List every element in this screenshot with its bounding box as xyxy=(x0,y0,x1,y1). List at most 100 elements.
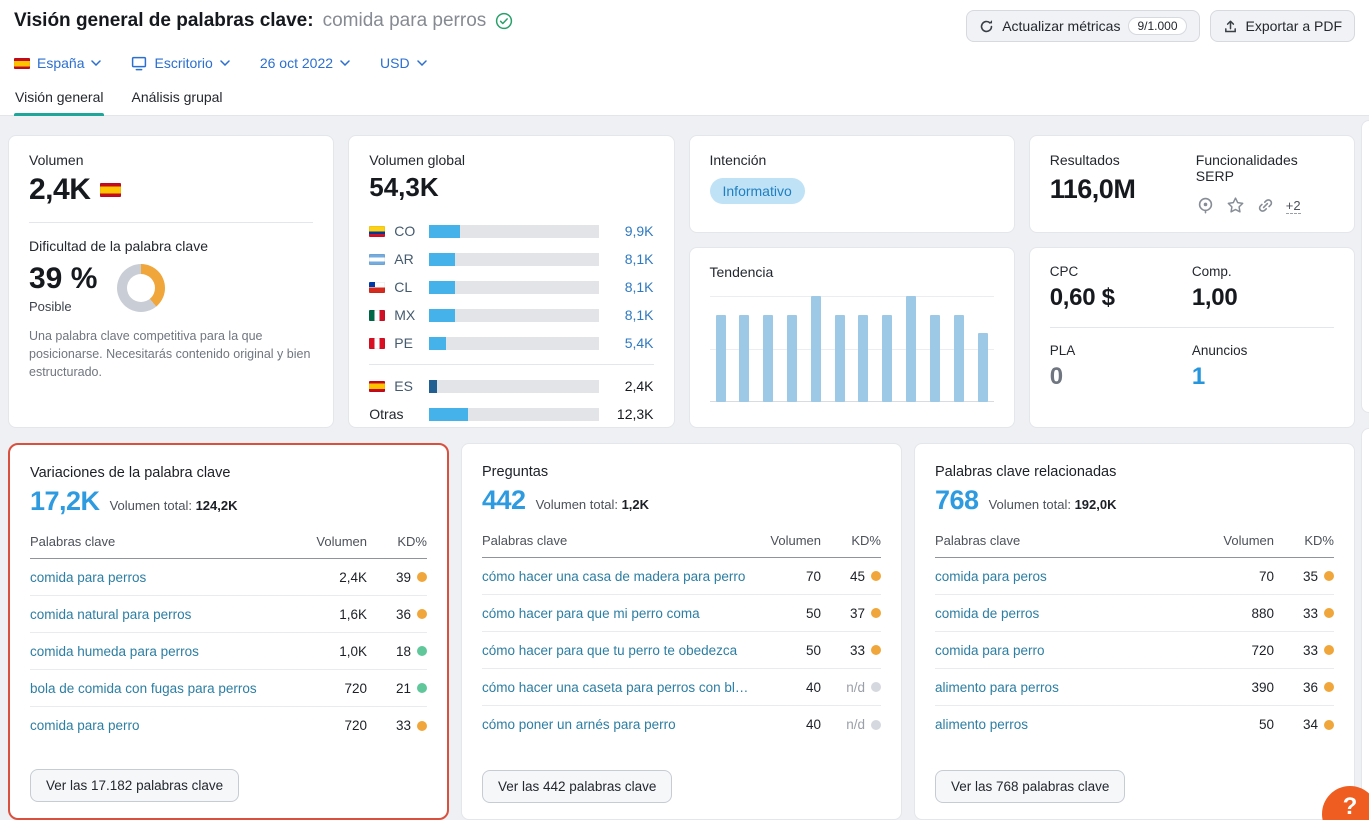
volume-bar-fill xyxy=(429,336,447,350)
keyword-link[interactable]: comida natural para perros xyxy=(30,606,192,622)
keyword-link[interactable]: cómo hacer para que tu perro te obedezca xyxy=(482,642,738,658)
cpc-value: 0,60 $ xyxy=(1049,284,1115,311)
country-volume-value[interactable]: 5,4K xyxy=(624,335,654,351)
kd-dot xyxy=(1324,571,1334,581)
device-filter-label: Escritorio xyxy=(154,55,213,71)
results-card: Resultados 116,0M Funcionalidades SERP xyxy=(1028,135,1355,233)
country-flag-icon xyxy=(369,309,386,321)
others-volume-value: 12,3K xyxy=(616,406,654,422)
view-all-related-button[interactable]: Ver las 768 palabras clave xyxy=(935,770,1126,803)
keyword-kd: 35 xyxy=(1302,568,1318,584)
trend-title: Tendencia xyxy=(709,264,774,280)
keyword-kd: 37 xyxy=(849,605,865,621)
country-volume-row-es: ES 2,4K xyxy=(369,372,654,400)
keyword-kd: 45 xyxy=(849,568,865,584)
export-pdf-button[interactable]: Exportar a PDF xyxy=(1209,10,1355,42)
volume-bar-track xyxy=(429,280,599,294)
total-volume-label: Volumen total: xyxy=(535,497,618,512)
help-button-label: ? xyxy=(1342,793,1358,820)
country-code: CO xyxy=(394,223,416,239)
country-volume-value[interactable]: 8,1K xyxy=(624,307,654,323)
spain-flag-icon xyxy=(14,57,30,69)
volume-value: 2,4K xyxy=(29,173,91,206)
column-keywords: Palabras clave xyxy=(30,534,116,549)
trend-bar xyxy=(715,315,726,402)
trend-bar xyxy=(929,315,940,402)
currency-filter[interactable]: USD xyxy=(380,55,427,71)
keyword-link[interactable]: comida para perro xyxy=(935,642,1045,658)
keyword-row: comida humeda para perros 1,0K 18 xyxy=(30,633,427,670)
keyword-volume: 1,0K xyxy=(339,643,367,659)
total-volume-label: Volumen total: xyxy=(988,497,1071,512)
keyword-row: cómo hacer una casa de madera para perro… xyxy=(482,558,881,595)
trend-card: Tendencia xyxy=(688,247,1015,428)
kd-dot xyxy=(871,719,881,730)
results-title: Resultados xyxy=(1049,152,1120,168)
keyword-link[interactable]: cómo poner un arnés para perro xyxy=(482,717,676,732)
country-filter[interactable]: España xyxy=(14,55,102,71)
serp-more-link[interactable]: +2 xyxy=(1285,197,1301,214)
competition-label: Comp. xyxy=(1191,264,1232,279)
variations-table-card: Variaciones de la palabra clave 17,2K Vo… xyxy=(8,443,449,820)
divider xyxy=(29,222,314,223)
keyword-link[interactable]: comida de perros xyxy=(935,605,1040,621)
date-filter[interactable]: 26 oct 2022 xyxy=(260,55,350,71)
view-all-questions-button[interactable]: Ver las 442 palabras clave xyxy=(482,770,673,803)
volume-bar-fill xyxy=(429,407,469,421)
country-code: MX xyxy=(394,307,416,323)
related-count: 768 xyxy=(935,485,979,515)
title-keyword: comida para perros xyxy=(322,10,487,31)
keyword-row: bola de comida con fugas para perros 720… xyxy=(30,670,427,707)
refresh-icon xyxy=(980,19,993,32)
country-code: PE xyxy=(394,335,413,351)
keyword-row: alimento para perros 390 36 xyxy=(935,669,1334,706)
kd-dot xyxy=(417,572,427,582)
keyword-link[interactable]: cómo hacer para que mi perro coma xyxy=(482,605,700,621)
trend-bar xyxy=(858,315,869,402)
keyword-link[interactable]: alimento para perros xyxy=(935,679,1059,695)
country-volume-value[interactable]: 8,1K xyxy=(624,279,654,295)
column-volume: Volumen xyxy=(770,533,821,548)
total-volume-label: Volumen total: xyxy=(109,498,192,513)
total-volume-value: 1,2K xyxy=(621,497,650,512)
table-header: Palabras clave Volumen KD% xyxy=(30,534,427,559)
keyword-link[interactable]: alimento perros xyxy=(935,717,1029,732)
kd-title: Dificultad de la palabra clave xyxy=(29,238,208,254)
keyword-link[interactable]: comida para peros xyxy=(935,568,1047,584)
keyword-link[interactable]: bola de comida con fugas para perros xyxy=(30,680,257,696)
chart-baseline xyxy=(709,401,994,402)
keyword-row: comida para perro 720 33 xyxy=(935,632,1334,669)
country-flag-icon xyxy=(369,337,386,349)
keyword-row: comida para perro 720 33 xyxy=(30,707,427,744)
tab-analisis-grupal[interactable]: Análisis grupal xyxy=(131,89,223,105)
keyword-kd: 36 xyxy=(395,606,411,622)
keyword-link[interactable]: comida para perro xyxy=(30,718,140,733)
volume-bar-track xyxy=(429,407,599,421)
keyword-link[interactable]: comida para perros xyxy=(30,569,147,585)
trend-bar xyxy=(834,315,845,402)
keyword-volume: 50 xyxy=(805,605,821,621)
keyword-link[interactable]: comida humeda para perros xyxy=(30,643,199,659)
refresh-metrics-button[interactable]: Actualizar métricas 9/1.000 xyxy=(966,10,1200,42)
keyword-link[interactable]: cómo hacer una caseta para perros con bl… xyxy=(482,679,751,695)
keyword-volume: 720 xyxy=(1251,642,1274,658)
kd-dot xyxy=(1324,608,1334,618)
device-filter[interactable]: Escritorio xyxy=(131,55,230,71)
keyword-row: cómo poner un arnés para perro 40 n/d xyxy=(482,706,881,743)
divider xyxy=(369,364,654,365)
gridline xyxy=(709,296,994,297)
global-volume-title: Volumen global xyxy=(369,152,465,168)
country-volume-value[interactable]: 8,1K xyxy=(624,251,654,267)
view-all-variations-button[interactable]: Ver las 17.182 palabras clave xyxy=(30,769,240,802)
keyword-kd: 39 xyxy=(395,569,411,585)
tab-vision-general[interactable]: Visión general xyxy=(14,85,105,116)
country-volume-value[interactable]: 9,9K xyxy=(624,223,654,239)
others-label: Otras xyxy=(369,406,404,422)
volume-bar-fill xyxy=(429,280,455,294)
ads-value[interactable]: 1 xyxy=(1191,363,1205,390)
clipped-card-edge xyxy=(1361,120,1369,413)
keyword-link[interactable]: cómo hacer una casa de madera para perro xyxy=(482,568,746,584)
page-header: Visión general de palabras clave: comida… xyxy=(0,0,1369,116)
volume-title: Volumen xyxy=(29,152,84,168)
trend-bar xyxy=(739,315,750,402)
